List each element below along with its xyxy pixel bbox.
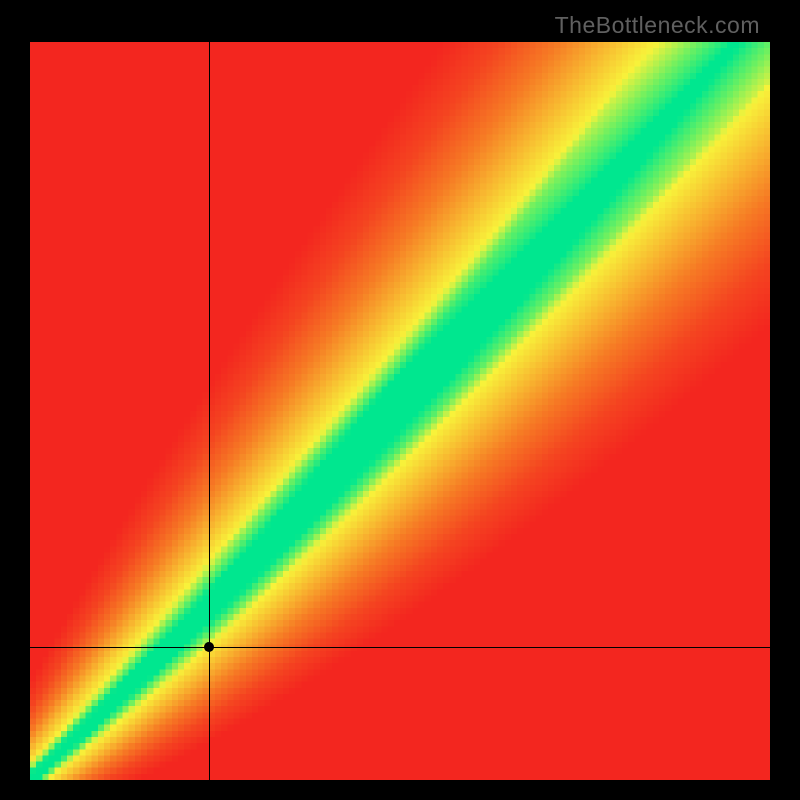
plot-area xyxy=(30,42,770,780)
crosshair-vertical xyxy=(209,42,210,780)
crosshair-dot xyxy=(202,640,216,654)
outer-frame: TheBottleneck.com xyxy=(0,0,800,800)
crosshair-horizontal xyxy=(30,647,770,648)
heatmap-canvas xyxy=(30,42,770,780)
watermark-text: TheBottleneck.com xyxy=(555,12,760,39)
